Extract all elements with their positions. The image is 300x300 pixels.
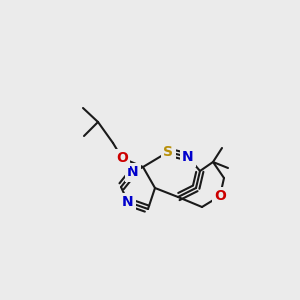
Text: O: O (116, 151, 128, 165)
Text: N: N (127, 165, 139, 179)
Text: N: N (182, 150, 194, 164)
Text: O: O (214, 189, 226, 203)
Text: N: N (122, 195, 134, 209)
Text: S: S (163, 145, 173, 159)
